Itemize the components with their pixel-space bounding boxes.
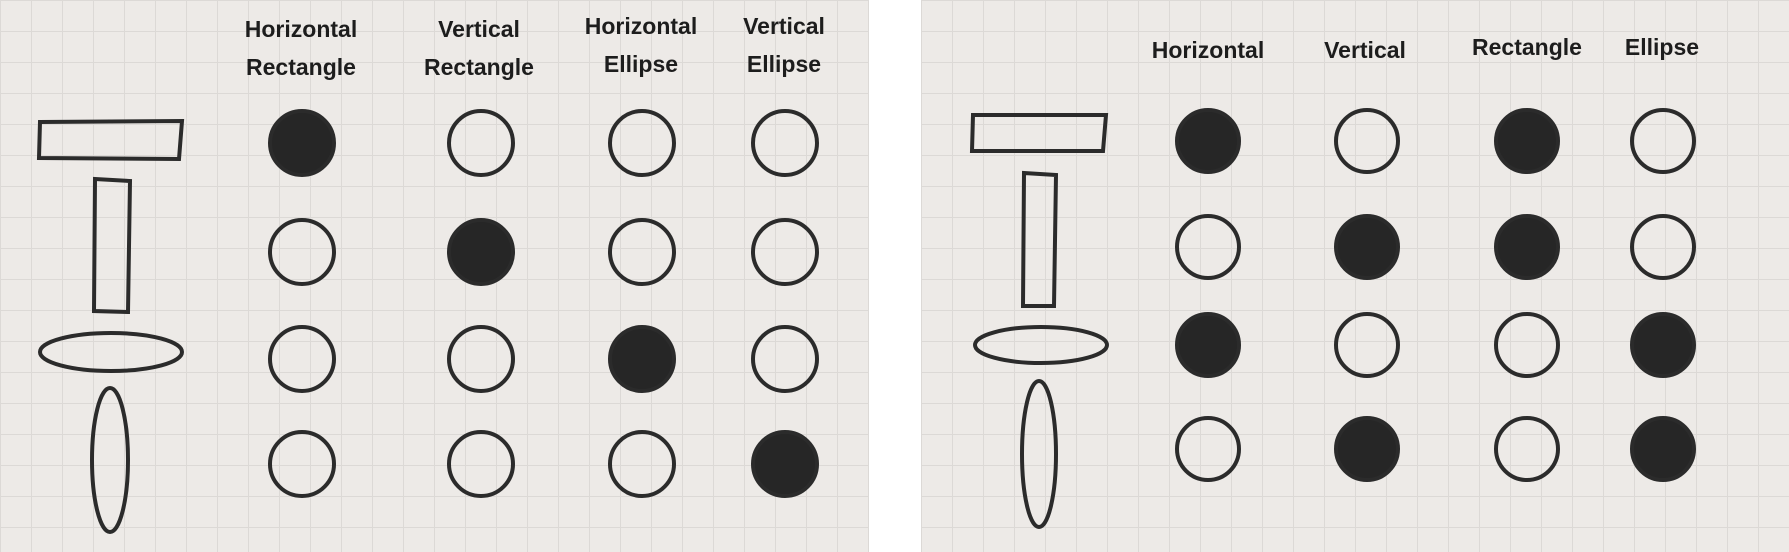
- filled-indicator-circle: [608, 325, 676, 393]
- column-header-3: Horizontal Ellipse: [585, 7, 697, 83]
- column-header-2: Vertical: [1324, 31, 1406, 69]
- vertical-ellipse-shape: [90, 386, 130, 534]
- empty-indicator-circle: [447, 109, 515, 177]
- column-header-1: Horizontal: [1152, 31, 1264, 69]
- filled-indicator-circle: [1175, 312, 1241, 378]
- filled-indicator-circle: [1334, 214, 1400, 280]
- empty-indicator-circle: [447, 325, 515, 393]
- empty-indicator-circle: [751, 218, 819, 286]
- vertical-rectangle-shape: [91, 176, 133, 315]
- column-header-1: Horizontal Rectangle: [245, 10, 357, 86]
- empty-indicator-circle: [751, 325, 819, 393]
- horizontal-ellipse-shape: [38, 331, 184, 373]
- empty-indicator-circle: [1175, 416, 1241, 482]
- column-header-line1: Ellipse: [1624, 34, 1700, 60]
- filled-indicator-circle: [751, 430, 819, 498]
- filled-indicator-circle: [268, 109, 336, 177]
- right-diagram: [969, 108, 1696, 529]
- column-header-line1: Vertical: [438, 16, 520, 42]
- horizontal-rectangle-shape: [36, 118, 185, 162]
- empty-indicator-circle: [1175, 214, 1241, 280]
- column-header-line2: Rectangle: [246, 54, 356, 80]
- filled-indicator-circle: [1494, 214, 1560, 280]
- shape-legend: [36, 118, 185, 534]
- left-panel: Horizontal Rectangle Vertical Rectangle …: [0, 0, 869, 552]
- left-diagram: [36, 109, 819, 534]
- right-panel: Horizontal Vertical Rectangle Ellipse: [921, 0, 1789, 552]
- horizontal-ellipse-shape: [973, 325, 1109, 365]
- empty-indicator-circle: [1494, 416, 1560, 482]
- right-indicator-grid: [1175, 108, 1696, 482]
- column-header-3: Rectangle: [1472, 28, 1582, 66]
- empty-indicator-circle: [1334, 108, 1400, 174]
- filled-indicator-circle: [1630, 312, 1696, 378]
- empty-indicator-circle: [608, 218, 676, 286]
- column-header-line1: Vertical: [743, 13, 825, 39]
- column-header-2: Vertical Rectangle: [424, 10, 534, 86]
- empty-indicator-circle: [268, 218, 336, 286]
- filled-indicator-circle: [1630, 416, 1696, 482]
- column-header-line1: Rectangle: [1472, 34, 1582, 60]
- empty-indicator-circle: [608, 430, 676, 498]
- column-header-4: Vertical Ellipse: [743, 7, 825, 83]
- empty-indicator-circle: [1494, 312, 1560, 378]
- empty-indicator-circle: [268, 430, 336, 498]
- empty-indicator-circle: [1334, 312, 1400, 378]
- filled-indicator-circle: [1175, 108, 1241, 174]
- empty-indicator-circle: [608, 109, 676, 177]
- filled-indicator-circle: [447, 218, 515, 286]
- horizontal-rectangle-shape: [969, 113, 1109, 153]
- column-header-line2: Ellipse: [603, 51, 679, 77]
- filled-indicator-circle: [1494, 108, 1560, 174]
- empty-indicator-circle: [751, 109, 819, 177]
- empty-indicator-circle: [447, 430, 515, 498]
- column-header-line1: Vertical: [1324, 37, 1406, 63]
- column-header-line2: Ellipse: [746, 51, 822, 77]
- empty-indicator-circle: [1630, 108, 1696, 174]
- column-header-4: Ellipse: [1625, 28, 1699, 66]
- shape-legend: [969, 113, 1109, 529]
- left-indicator-grid: [268, 109, 819, 498]
- column-header-line1: Horizontal: [584, 13, 698, 39]
- column-header-line2: Rectangle: [424, 54, 534, 80]
- vertical-rectangle-shape: [1020, 170, 1059, 308]
- empty-indicator-circle: [268, 325, 336, 393]
- vertical-ellipse-shape: [1020, 379, 1058, 529]
- column-header-line1: Horizontal: [244, 16, 358, 42]
- empty-indicator-circle: [1630, 214, 1696, 280]
- filled-indicator-circle: [1334, 416, 1400, 482]
- column-header-line1: Horizontal: [1151, 37, 1265, 63]
